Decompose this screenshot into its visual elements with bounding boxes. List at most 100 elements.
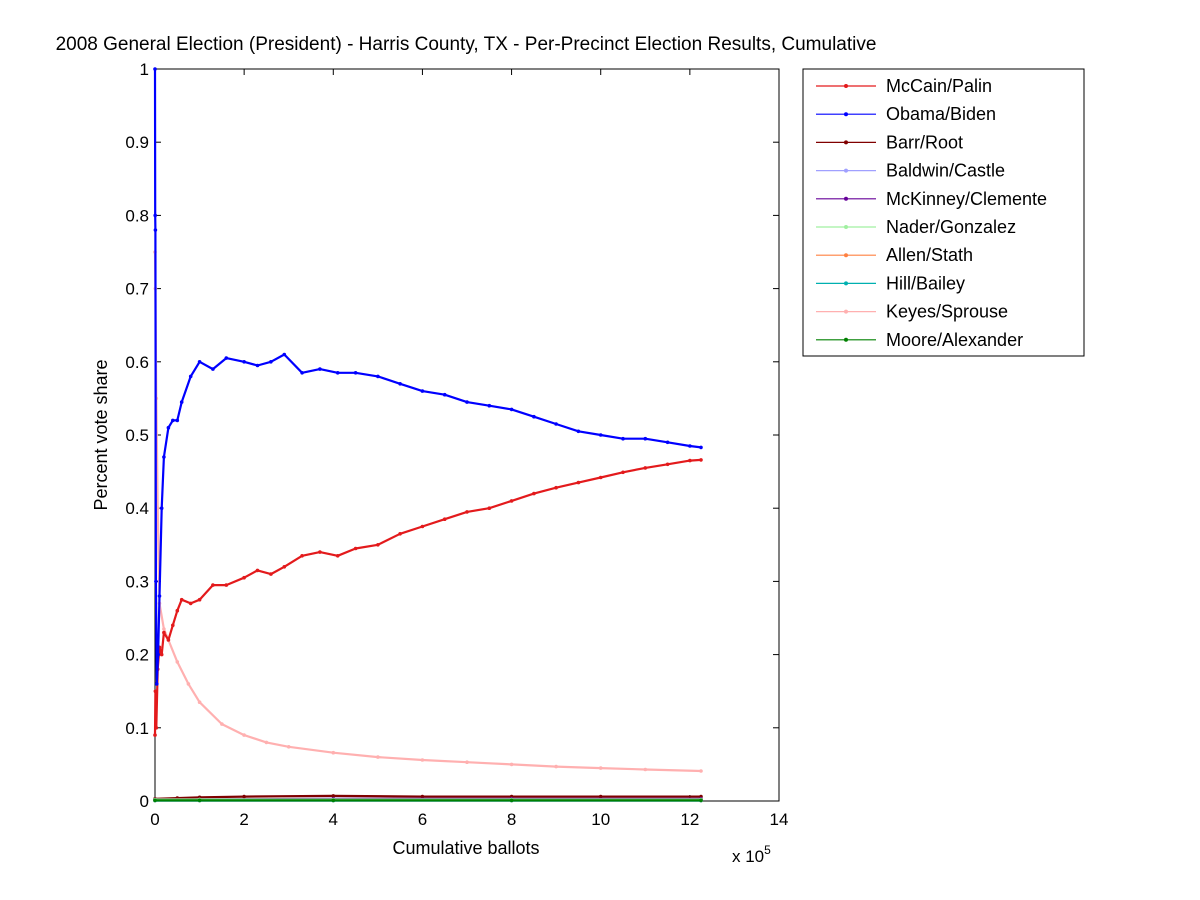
legend-box <box>802 68 1085 357</box>
data-point <box>282 565 287 569</box>
data-point <box>465 510 469 514</box>
data-point <box>665 462 670 467</box>
y-tick-label: 0.6 <box>125 353 149 372</box>
data-point <box>353 371 358 375</box>
y-tick-label: 1 <box>140 60 149 79</box>
data-point <box>171 418 175 423</box>
data-point <box>197 360 202 364</box>
legend-label: Baldwin/Castle <box>886 161 1005 181</box>
legend-item: Hill/Bailey <box>816 273 965 293</box>
legend-swatch-marker <box>844 253 848 258</box>
y-tick-label: 0.1 <box>125 719 149 738</box>
y-tick-label: 0.5 <box>125 426 149 445</box>
data-point <box>335 554 340 558</box>
data-point <box>398 382 402 386</box>
plot-area <box>154 68 780 802</box>
legend-swatch-marker <box>844 140 848 145</box>
data-point <box>242 794 246 799</box>
data-point <box>157 594 162 598</box>
data-point <box>197 798 202 803</box>
data-point <box>166 638 171 642</box>
data-point <box>576 480 581 485</box>
data-point <box>264 740 269 745</box>
legend-item: McCain/Palin <box>816 76 992 96</box>
data-point <box>487 403 492 408</box>
data-point <box>643 436 648 441</box>
data-point <box>211 367 215 371</box>
data-point <box>242 575 246 580</box>
data-point <box>159 506 164 511</box>
data-point <box>621 470 625 475</box>
data-point <box>153 689 158 693</box>
data-point <box>153 213 157 218</box>
data-point <box>282 352 287 357</box>
legend-item: Moore/Alexander <box>816 330 1023 350</box>
legend-swatch-marker <box>844 281 848 286</box>
data-point <box>255 363 260 368</box>
legend-label: Moore/Alexander <box>886 330 1023 350</box>
data-point <box>318 367 322 371</box>
x-axis: 0 2 4 6 8 10 12 14 <box>150 69 788 829</box>
legend: McCain/Palin Obama/Biden Barr/Root Baldwin/… <box>802 68 1085 357</box>
data-point <box>197 700 202 704</box>
x-exponent-base: x 10 <box>732 847 764 866</box>
legend-item: Keyes/Sprouse <box>816 302 1008 322</box>
legend-label: Keyes/Sprouse <box>886 302 1008 322</box>
data-point <box>509 762 514 767</box>
legend-swatch-marker <box>844 84 848 88</box>
data-point <box>175 608 180 613</box>
y-tick-label: 0.4 <box>125 499 149 518</box>
data-point <box>699 798 703 803</box>
legend-swatch-marker <box>844 168 848 173</box>
y-axis-label: Percent vote share <box>91 359 111 510</box>
data-point <box>420 524 425 529</box>
series-keyes-sprouse <box>153 250 703 773</box>
series-line-obama-biden <box>153 68 702 686</box>
x-tick-label: 4 <box>329 810 338 829</box>
data-point <box>532 414 536 419</box>
data-point <box>154 579 158 584</box>
data-point <box>509 407 514 412</box>
data-point <box>532 491 536 496</box>
data-point <box>318 550 322 554</box>
data-point <box>224 356 229 360</box>
data-point <box>420 758 425 762</box>
y-tick-label: 0.2 <box>125 646 149 665</box>
data-point <box>159 652 164 657</box>
data-point <box>179 400 184 404</box>
data-point <box>331 750 336 755</box>
data-point <box>166 425 171 430</box>
data-point <box>286 745 291 749</box>
series-line-mccain-palin <box>153 458 702 736</box>
data-point <box>598 794 603 799</box>
data-point <box>175 418 180 423</box>
data-point <box>269 572 273 576</box>
legend-swatch-marker <box>844 196 848 201</box>
data-point <box>220 722 224 726</box>
data-point <box>186 682 191 686</box>
data-point <box>442 392 447 397</box>
data-point <box>242 360 246 364</box>
data-point <box>171 623 175 628</box>
series-mccain-palin <box>153 458 703 737</box>
data-point <box>188 374 193 379</box>
data-point <box>598 475 603 480</box>
data-point <box>255 568 260 573</box>
data-point <box>162 627 166 631</box>
legend-item: Allen/Stath <box>816 245 973 265</box>
legend-label: Obama/Biden <box>886 104 996 124</box>
data-point <box>331 794 336 798</box>
legend-label: McCain/Palin <box>886 76 992 96</box>
data-point <box>699 445 703 450</box>
data-point <box>643 767 648 772</box>
legend-swatch-marker <box>844 309 848 314</box>
x-tick-label: 6 <box>418 810 427 829</box>
data-point <box>576 429 581 434</box>
data-point <box>162 455 166 459</box>
data-point <box>420 389 425 393</box>
x-axis-label: Cumulative ballots <box>392 838 539 858</box>
data-point <box>153 798 157 803</box>
data-point <box>465 400 469 404</box>
series-line-keyes-sprouse <box>153 251 702 773</box>
legend-entries: McCain/Palin Obama/Biden Barr/Root Baldwin/… <box>816 76 1047 350</box>
